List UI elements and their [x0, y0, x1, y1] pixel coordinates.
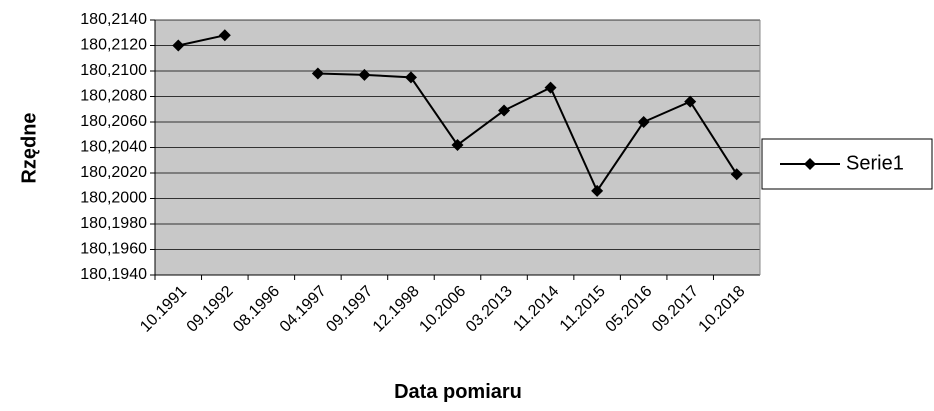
marker [498, 104, 511, 117]
marker [311, 67, 324, 80]
marker [730, 168, 743, 181]
legend-marker [804, 158, 816, 170]
y-tick-label: 180,1940 [80, 266, 147, 283]
marker [637, 116, 650, 128]
x-tick-label: 03.2013 [463, 283, 516, 336]
x-tick-label: 09.2017 [649, 283, 702, 336]
series-line [178, 34, 738, 193]
y-tick-label: 180,1980 [80, 215, 147, 232]
y-axis-title: Rzędne [18, 112, 40, 183]
legend-label: Serie1 [846, 152, 904, 174]
marker [404, 71, 417, 84]
x-tick-label: 08.1996 [230, 283, 283, 336]
x-tick-label: 11.2014 [510, 283, 562, 335]
x-axis-title: Data pomiaru [394, 381, 522, 403]
y-tick-label: 180,1960 [80, 241, 147, 258]
y-tick-label: 180,2000 [80, 190, 147, 207]
marker [172, 39, 185, 52]
x-tick-label: 04.1997 [277, 283, 330, 336]
x-tick-label: 10.2006 [416, 283, 469, 336]
y-tick-label: 180,2140 [80, 11, 147, 28]
y-tick-label: 180,2060 [80, 113, 147, 130]
y-tick-label: 180,2020 [80, 164, 147, 181]
marker [544, 81, 557, 94]
x-tick-label: 09.1997 [323, 283, 376, 336]
marker [451, 138, 464, 151]
x-tick-label: 10.2018 [696, 283, 749, 336]
y-tick-label: 180,2040 [80, 139, 147, 156]
marker [358, 68, 371, 81]
x-tick-label: 12.1998 [370, 283, 423, 336]
marker [684, 95, 697, 108]
y-tick-label: 180,2100 [80, 62, 147, 79]
y-tick-label: 180,2080 [80, 88, 147, 105]
x-tick-label: 10.1991 [137, 283, 190, 336]
x-tick-label: 05.2016 [603, 283, 656, 336]
marker [218, 29, 231, 42]
x-tick-label: 11.2015 [557, 283, 609, 335]
x-tick-label: 09.1992 [184, 283, 237, 336]
y-tick-label: 180,2120 [80, 37, 147, 54]
marker [591, 184, 604, 197]
